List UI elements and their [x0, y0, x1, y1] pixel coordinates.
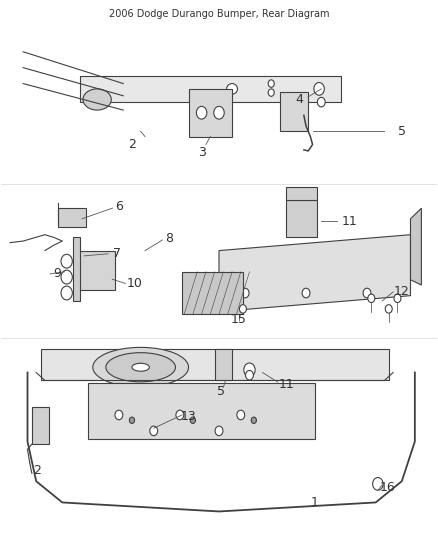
Circle shape [268, 89, 274, 96]
Circle shape [251, 417, 256, 423]
Circle shape [302, 288, 310, 298]
Circle shape [268, 80, 274, 87]
Text: 9: 9 [53, 268, 61, 280]
Ellipse shape [132, 364, 149, 371]
Text: 2006 Dodge Durango Bumper, Rear Diagram: 2006 Dodge Durango Bumper, Rear Diagram [109, 10, 329, 19]
Circle shape [373, 478, 383, 490]
Text: 11: 11 [279, 378, 294, 391]
Circle shape [115, 410, 123, 419]
Text: 2: 2 [128, 138, 136, 151]
Text: 4: 4 [296, 93, 304, 106]
Circle shape [237, 410, 245, 419]
Text: 6: 6 [115, 199, 123, 213]
FancyBboxPatch shape [58, 208, 86, 227]
Polygon shape [410, 208, 421, 285]
FancyBboxPatch shape [280, 92, 308, 131]
FancyBboxPatch shape [73, 237, 80, 301]
Ellipse shape [226, 84, 237, 94]
Text: 15: 15 [231, 313, 247, 326]
FancyBboxPatch shape [41, 349, 389, 381]
Circle shape [61, 286, 72, 300]
Circle shape [215, 426, 223, 435]
Text: 16: 16 [380, 481, 396, 494]
Text: 8: 8 [165, 232, 173, 245]
Text: 12: 12 [394, 286, 410, 298]
Circle shape [314, 83, 324, 95]
Circle shape [214, 107, 224, 119]
FancyBboxPatch shape [215, 349, 232, 381]
Ellipse shape [106, 353, 176, 382]
Circle shape [318, 98, 325, 107]
Circle shape [150, 426, 158, 435]
Circle shape [61, 254, 72, 268]
FancyBboxPatch shape [80, 76, 341, 102]
Circle shape [190, 417, 195, 423]
FancyBboxPatch shape [32, 407, 49, 444]
FancyBboxPatch shape [286, 200, 317, 237]
Circle shape [368, 294, 375, 303]
Circle shape [196, 107, 207, 119]
Circle shape [244, 363, 255, 377]
FancyBboxPatch shape [188, 89, 232, 136]
Text: 3: 3 [198, 146, 205, 159]
Text: 13: 13 [180, 409, 196, 423]
Circle shape [129, 417, 134, 423]
Circle shape [246, 370, 253, 380]
Text: 5: 5 [398, 125, 406, 138]
Circle shape [240, 305, 247, 313]
Ellipse shape [83, 89, 111, 110]
Text: 1: 1 [311, 496, 319, 509]
Ellipse shape [93, 348, 188, 387]
Circle shape [61, 270, 72, 284]
Text: 2: 2 [34, 464, 42, 477]
Text: 10: 10 [126, 277, 142, 290]
Polygon shape [219, 235, 410, 312]
Circle shape [241, 288, 249, 298]
Circle shape [176, 410, 184, 419]
FancyBboxPatch shape [88, 383, 315, 439]
FancyBboxPatch shape [75, 251, 115, 290]
FancyBboxPatch shape [182, 272, 243, 314]
Circle shape [385, 305, 392, 313]
FancyBboxPatch shape [286, 187, 317, 200]
Text: 11: 11 [342, 215, 357, 228]
Text: 5: 5 [217, 385, 225, 398]
Circle shape [394, 294, 401, 303]
Circle shape [363, 288, 371, 298]
Text: 7: 7 [113, 247, 121, 260]
